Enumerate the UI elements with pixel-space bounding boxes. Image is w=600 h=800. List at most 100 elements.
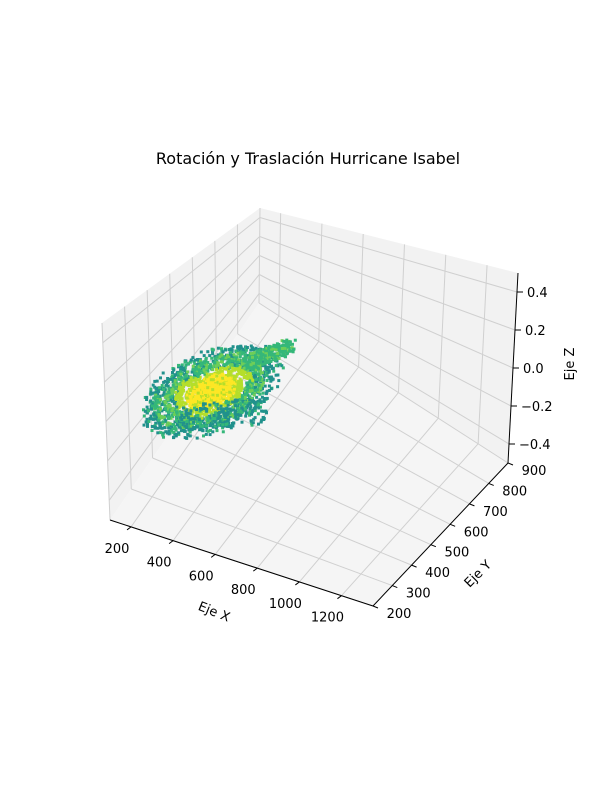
scatter-point [150, 429, 154, 432]
scatter-point [243, 354, 247, 358]
scatter-point [228, 376, 232, 380]
scatter-point [206, 429, 210, 433]
scatter-point [229, 370, 233, 374]
scatter-point [199, 392, 203, 395]
scatter-point [222, 364, 226, 368]
scatter-point [230, 359, 234, 363]
scatter-point [197, 367, 201, 371]
scatter-point [221, 372, 225, 376]
scatter-point [261, 409, 265, 413]
scatter-point [237, 358, 241, 362]
scatter-point [195, 436, 199, 440]
scatter-point [245, 381, 249, 385]
scatter-point [274, 373, 278, 377]
scatter-point [232, 381, 235, 385]
scatter-point [189, 358, 193, 362]
scatter-point [265, 396, 269, 400]
scatter-point [214, 413, 218, 417]
scatter-point [175, 405, 179, 409]
scatter-point [217, 423, 221, 427]
scatter-point [245, 406, 249, 410]
scatter-point [172, 401, 176, 405]
scatter-point [237, 410, 241, 414]
z-tick-label-1: −0.2 [521, 400, 553, 415]
scatter-point [254, 382, 258, 386]
scatter-point [231, 400, 235, 404]
scatter-point [168, 404, 172, 408]
scatter-point [181, 400, 185, 404]
scatter-point [289, 349, 293, 353]
scatter-point [246, 393, 250, 397]
scatter-point [240, 420, 244, 424]
scatter-point [250, 354, 253, 358]
scatter-point [202, 379, 205, 383]
scatter-point [210, 356, 214, 360]
scatter-point [219, 401, 223, 405]
scatter-point [200, 416, 204, 420]
grid-y-floor [173, 426, 432, 546]
scatter-point [197, 359, 200, 363]
scatter-point [250, 422, 254, 425]
scatter-point [154, 393, 158, 397]
scatter-point [171, 427, 175, 431]
scatter-point [170, 399, 174, 403]
scatter-point [206, 361, 210, 364]
scatter-point [204, 366, 208, 370]
scatter-point [194, 369, 198, 373]
scatter-point [185, 393, 189, 397]
scatter-point [263, 354, 267, 358]
scatter-point [229, 353, 233, 357]
scatter-point [196, 358, 200, 361]
scatter-point [191, 417, 195, 421]
scatter-point [196, 374, 200, 378]
scatter-point [179, 411, 183, 415]
scatter-point [248, 372, 252, 376]
scatter-point [281, 343, 285, 347]
scatter-point [164, 392, 168, 396]
scatter-point [206, 417, 210, 421]
scatter-point [197, 383, 201, 387]
scatter-point [196, 363, 200, 366]
scatter-point [234, 399, 238, 403]
scatter-point [278, 344, 282, 348]
scatter-point [264, 373, 268, 377]
scatter-point [189, 409, 193, 413]
scatter-point [197, 420, 201, 423]
scatter-point [224, 374, 228, 377]
scatter-point [258, 386, 262, 390]
scatter-point [172, 379, 175, 383]
scatter-point [229, 402, 233, 405]
scatter-point [190, 400, 194, 404]
scatter-point [160, 426, 164, 430]
scatter-point [206, 384, 210, 388]
scatter-point [216, 407, 220, 411]
scatter-point [170, 391, 174, 395]
scatter-point [151, 383, 155, 387]
scatter-point [221, 423, 225, 427]
scatter-point [258, 348, 262, 352]
x-tick-mark [295, 581, 300, 586]
scatter-point [236, 351, 240, 355]
scatter-point [258, 368, 262, 372]
scatter-point [187, 384, 191, 387]
scatter-point [197, 365, 201, 369]
scatter-point [220, 391, 224, 395]
scatter-point [216, 377, 220, 381]
scatter-point [200, 383, 203, 387]
scatter-point [159, 407, 163, 411]
scatter-point [219, 404, 223, 408]
scatter-point [208, 433, 212, 437]
scatter-point [167, 426, 171, 429]
y-tick-label-7: 900 [522, 464, 547, 479]
scatter-point [195, 425, 198, 429]
scatter-point [215, 424, 219, 428]
scatter-point [249, 344, 253, 348]
y-tick-mark [411, 564, 417, 568]
scatter-point [151, 400, 155, 404]
scatter-point [179, 391, 183, 395]
scatter-point [142, 414, 146, 418]
scatter-point [288, 340, 292, 344]
scatter-point [216, 346, 220, 350]
y-tick-mark [449, 523, 456, 527]
scatter-point [187, 362, 190, 366]
